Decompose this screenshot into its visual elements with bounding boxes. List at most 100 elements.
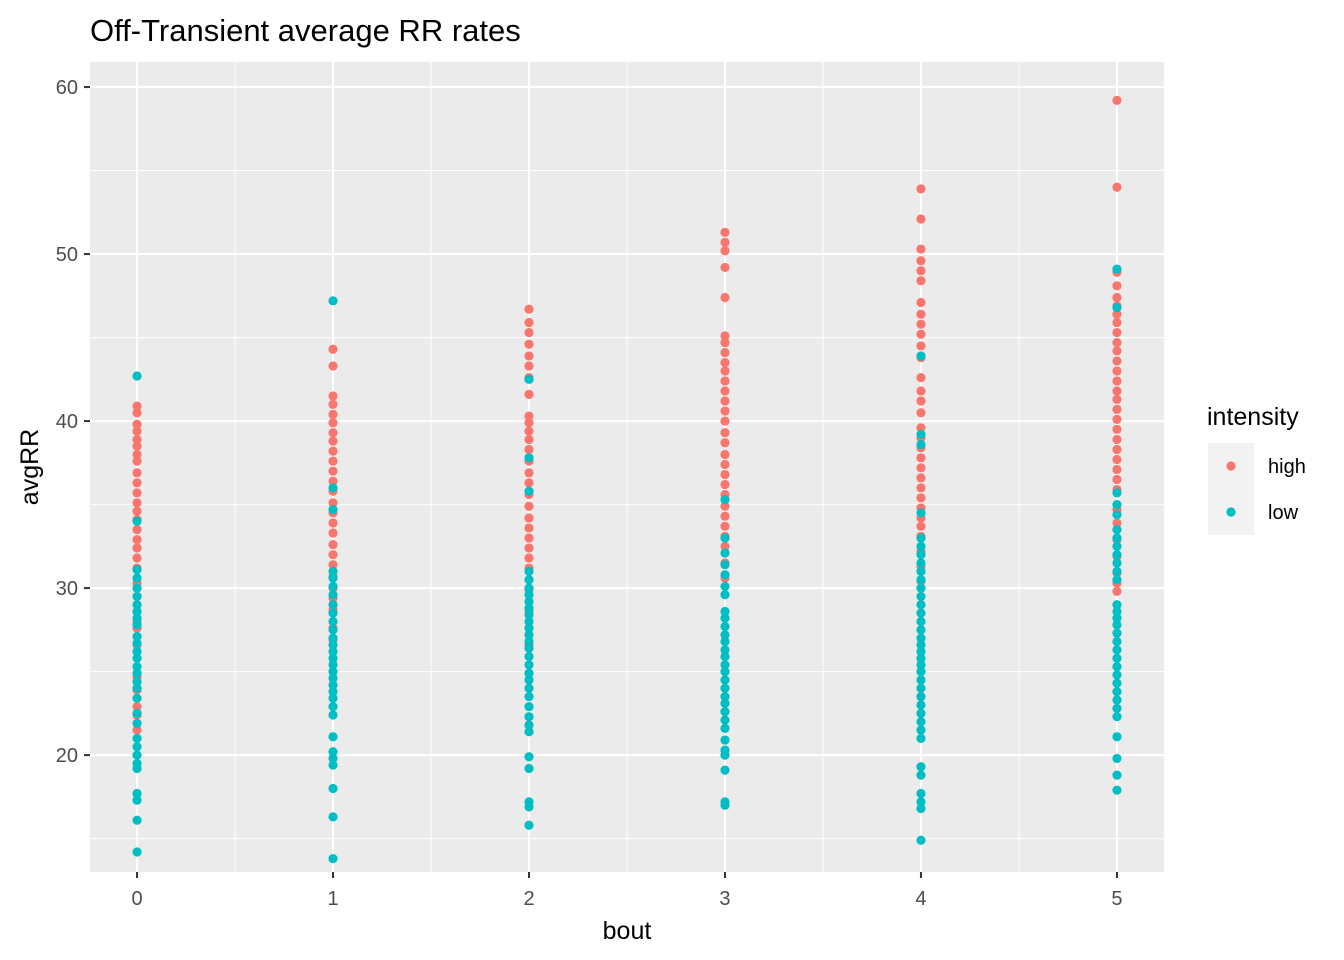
data-point — [720, 386, 730, 396]
y-tick-label: 50 — [56, 244, 78, 266]
data-point — [1112, 414, 1122, 425]
data-point — [1112, 566, 1122, 576]
data-point — [1112, 292, 1122, 303]
data-point — [328, 653, 338, 663]
data-point — [916, 762, 926, 772]
data-point — [328, 446, 338, 456]
data-point — [720, 636, 730, 647]
data-point — [916, 386, 926, 396]
data-point — [328, 673, 338, 683]
data-point — [720, 723, 730, 733]
data-point — [132, 631, 142, 642]
data-point — [1112, 628, 1122, 638]
data-point — [328, 560, 338, 570]
data-point — [328, 566, 338, 576]
data-point — [1112, 645, 1122, 655]
data-point — [916, 591, 926, 602]
data-point — [720, 606, 730, 617]
data-point — [720, 501, 730, 511]
data-point — [132, 516, 142, 526]
data-point — [916, 566, 926, 576]
data-point — [328, 391, 338, 401]
data-point — [132, 606, 142, 617]
series-low — [132, 264, 1122, 864]
data-point — [524, 583, 534, 593]
data-point — [524, 610, 534, 620]
data-point — [916, 319, 926, 329]
data-point — [328, 680, 338, 690]
data-point — [1112, 770, 1122, 780]
data-point — [1112, 558, 1122, 568]
data-point — [720, 675, 730, 685]
axis-ticks — [84, 86, 1118, 878]
data-point — [1112, 317, 1122, 328]
data-point — [916, 692, 926, 702]
data-point — [916, 396, 926, 406]
data-point — [720, 715, 730, 725]
data-point — [328, 428, 338, 438]
data-point — [132, 677, 142, 687]
data-point — [524, 763, 534, 774]
data-point — [132, 708, 142, 718]
data-point — [1112, 95, 1122, 106]
data-point — [720, 366, 730, 376]
data-point — [1112, 541, 1122, 551]
data-point — [328, 660, 338, 670]
data-point — [1112, 509, 1122, 520]
data-point — [916, 803, 926, 814]
data-point — [916, 453, 926, 463]
data-point — [328, 296, 338, 306]
data-point — [720, 494, 730, 505]
data-point — [328, 600, 338, 610]
data-point — [1112, 785, 1122, 795]
data-point — [524, 434, 534, 445]
legend-marker-high — [1226, 461, 1236, 471]
data-point — [720, 541, 730, 551]
data-point — [524, 501, 534, 511]
data-point — [720, 581, 730, 592]
data-point — [1112, 687, 1122, 697]
data-point — [916, 660, 926, 670]
data-point — [720, 735, 730, 745]
data-point — [916, 717, 926, 727]
data-point — [132, 750, 142, 760]
data-point — [132, 668, 142, 678]
data-point — [916, 708, 926, 718]
data-point — [720, 765, 730, 775]
data-point — [916, 646, 926, 657]
data-point — [1112, 281, 1122, 291]
data-point — [916, 575, 926, 585]
data-point — [1112, 337, 1122, 348]
data-point — [524, 712, 534, 722]
data-point — [524, 820, 534, 830]
data-point — [1112, 661, 1122, 672]
data-point — [916, 683, 926, 693]
data-point — [916, 508, 926, 518]
data-point — [916, 256, 926, 266]
data-point — [1112, 309, 1122, 319]
data-point — [132, 693, 142, 703]
data-point — [720, 698, 730, 708]
data-point — [1112, 703, 1122, 713]
x-tick-label: 5 — [1111, 888, 1122, 910]
data-point — [1112, 670, 1122, 680]
data-point — [524, 683, 534, 693]
data-point — [1112, 653, 1122, 663]
data-point — [1112, 454, 1122, 465]
data-point — [720, 683, 730, 693]
y-tick-label: 60 — [56, 77, 78, 99]
data-point — [328, 540, 338, 550]
y-tick-label: 40 — [56, 411, 78, 433]
data-point — [720, 651, 730, 662]
data-point — [524, 361, 534, 371]
data-point — [720, 613, 730, 623]
data-point — [328, 456, 338, 466]
legend-label-low: low — [1268, 502, 1299, 524]
data-point — [524, 418, 534, 428]
data-point — [328, 504, 338, 515]
data-point — [1112, 394, 1122, 404]
data-point — [720, 358, 730, 368]
data-point — [916, 184, 926, 194]
data-point — [524, 411, 534, 421]
data-point — [328, 518, 338, 528]
